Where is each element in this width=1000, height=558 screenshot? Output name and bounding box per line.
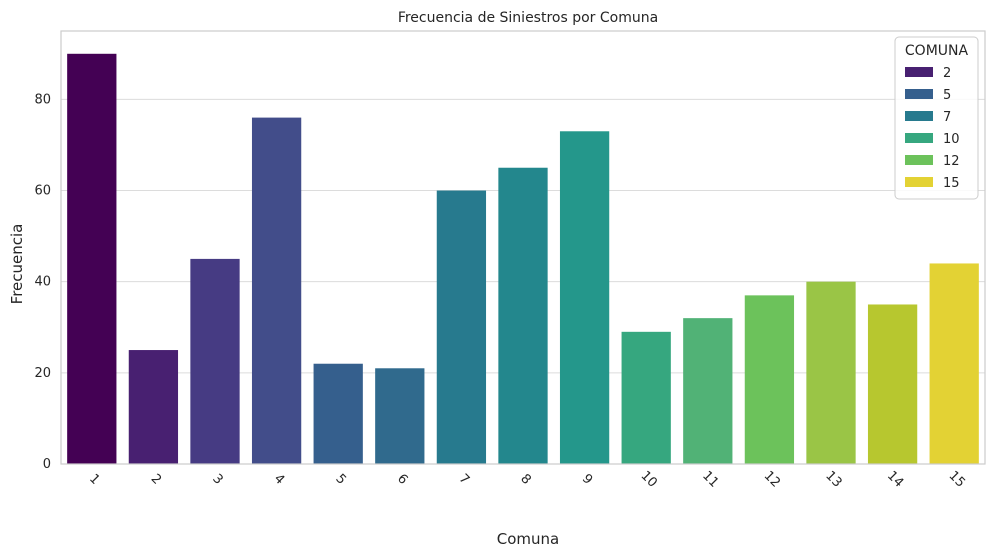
x-tick-label: 9 — [579, 471, 595, 487]
x-tick-label: 12 — [761, 468, 783, 490]
chart-title: Frecuencia de Siniestros por Comuna — [398, 10, 658, 26]
x-tick-label: 3 — [209, 471, 225, 487]
bar — [744, 295, 795, 464]
legend-swatch — [905, 177, 933, 187]
bar — [559, 131, 610, 464]
y-tick-label: 60 — [34, 184, 51, 199]
legend-title: COMUNA — [905, 43, 969, 59]
legend-label: 10 — [943, 132, 960, 147]
legend-swatch — [905, 89, 933, 99]
bar — [929, 263, 979, 464]
y-tick-label: 40 — [34, 275, 51, 290]
legend-swatch — [905, 67, 933, 77]
bar — [498, 167, 548, 464]
legend-label: 7 — [943, 110, 951, 125]
legend-swatch — [905, 155, 933, 165]
legend-label: 5 — [943, 88, 951, 103]
bar — [313, 363, 363, 464]
bar — [251, 117, 302, 464]
bar — [867, 304, 918, 464]
bar — [67, 53, 117, 464]
bar — [806, 281, 856, 464]
x-axis-label: Comuna — [497, 530, 559, 548]
bar — [128, 350, 179, 464]
y-tick-label: 80 — [34, 92, 51, 107]
x-tick-label: 7 — [456, 471, 472, 487]
x-tick-label: 4 — [271, 471, 287, 487]
y-axis-label: Frecuencia — [8, 224, 26, 305]
x-tick-label: 10 — [638, 468, 660, 490]
legend-label: 12 — [943, 154, 960, 169]
legend-swatch — [905, 133, 933, 143]
x-tick-label: 15 — [946, 468, 968, 490]
x-tick-label: 11 — [699, 468, 721, 490]
legend-label: 15 — [943, 176, 960, 191]
bar — [375, 368, 425, 464]
bar — [436, 190, 487, 465]
x-tick-label: 2 — [148, 471, 164, 487]
x-tick-label: 5 — [332, 471, 348, 487]
x-tick-label: 13 — [822, 468, 844, 490]
x-tick-label: 8 — [517, 471, 533, 487]
legend-swatch — [905, 111, 933, 121]
y-tick-label: 20 — [34, 366, 51, 381]
x-tick-label: 6 — [394, 471, 410, 487]
x-tick-label: 1 — [86, 471, 102, 487]
y-tick-label: 0 — [43, 457, 51, 472]
x-tick-label: 14 — [884, 468, 906, 490]
legend: COMUNA 2 5 7 10 12 15 — [894, 36, 979, 200]
legend-label: 2 — [943, 66, 951, 81]
bars — [67, 53, 979, 465]
plot-frame — [60, 30, 986, 465]
bar — [190, 258, 240, 464]
bar — [621, 331, 671, 464]
bar — [683, 318, 733, 464]
